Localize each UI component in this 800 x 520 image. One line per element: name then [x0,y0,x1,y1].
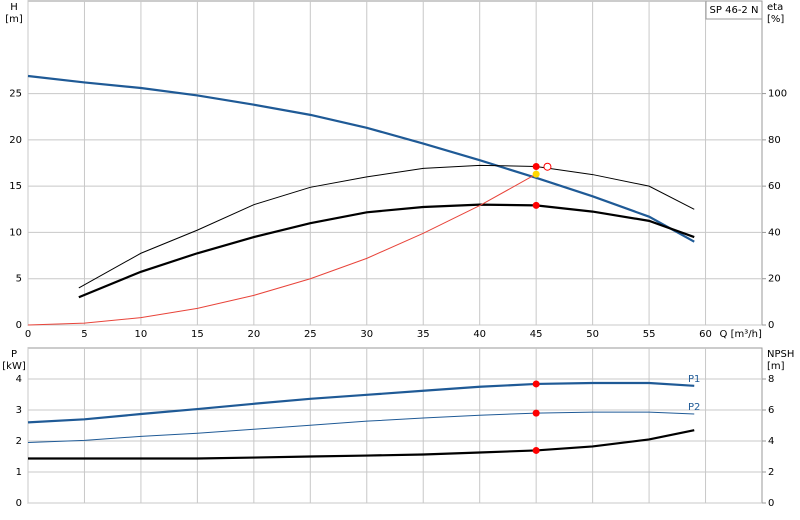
operating-point [532,380,540,388]
y-axis-unit: [m] [5,14,23,25]
y2-tick-label: 60 [768,181,781,192]
y2-tick-label: 8 [768,374,774,385]
x-tick-label: 55 [643,329,656,340]
y2-tick-label: 40 [768,227,781,238]
y-tick-label: 0 [16,320,22,331]
x-tick-label: 50 [586,329,599,340]
y-axis-label: H [10,2,18,13]
y2-axis-label: NPSH [767,349,794,360]
y-tick-label: 10 [9,227,22,238]
x-tick-label: 5 [81,329,87,340]
x-tick-label: 0 [25,329,31,340]
curve [27,173,537,326]
x-tick-label: 35 [417,329,430,340]
plot-area [27,347,763,504]
x-tick-label: 30 [360,329,373,340]
x-tick-label: 20 [247,329,260,340]
y-tick-label: 25 [9,89,22,100]
y2-axis-unit: [%] [767,14,784,25]
y2-tick-label: 80 [768,135,781,146]
y-tick-label: 15 [9,181,22,192]
curve [27,381,695,424]
y2-tick-label: 100 [768,89,787,100]
y-axis-label: P [11,349,17,360]
y-tick-label: 5 [16,274,22,285]
operating-point [532,162,540,170]
y-axis-unit: [kW] [2,361,26,372]
curve-label: P2 [688,402,700,413]
y2-tick-label: 0 [768,320,774,331]
x-tick-label: 40 [473,329,486,340]
chart-title: SP 46-2 N [710,5,759,16]
y-tick-label: 4 [16,374,22,385]
operating-point [543,162,552,171]
y2-axis-unit: [m] [767,361,785,372]
x-axis-label: Q [m³/h] [720,329,762,340]
y-tick-label: 2 [16,436,22,447]
x-tick-label: 45 [530,329,543,340]
x-tick-label: 25 [304,329,317,340]
curve [28,429,695,460]
title-box [705,0,763,20]
y2-axis-label: eta [767,2,783,13]
y2-tick-label: 0 [768,498,774,509]
y2-tick-label: 6 [768,405,774,416]
x-tick-label: 15 [191,329,204,340]
x-tick-label: 60 [699,329,712,340]
operating-point [532,170,540,178]
plot-area [27,0,763,326]
operating-point [532,201,540,209]
operating-point [532,409,540,417]
y2-tick-label: 2 [768,467,774,478]
curve [78,203,695,299]
curve [78,164,695,289]
y-tick-label: 3 [16,405,22,416]
curve [27,411,695,444]
curve-label: P1 [688,374,700,385]
y2-tick-label: 4 [768,436,774,447]
y2-tick-label: 20 [768,274,781,285]
operating-point [532,446,540,454]
curve [27,74,695,243]
x-tick-label: 10 [135,329,148,340]
y-tick-label: 0 [16,498,22,509]
y-tick-label: 1 [16,467,22,478]
y-tick-label: 20 [9,135,22,146]
